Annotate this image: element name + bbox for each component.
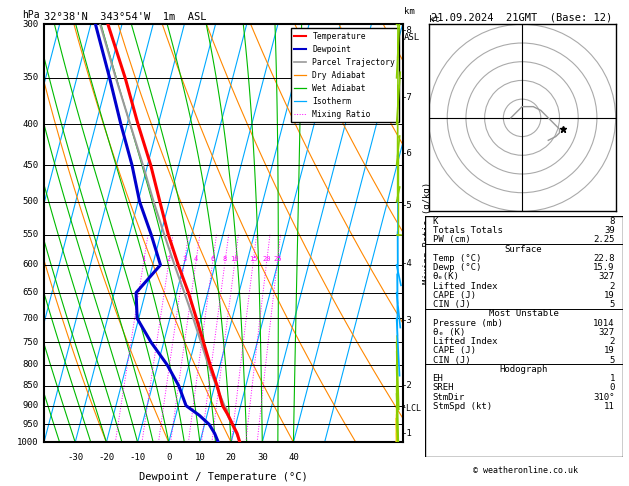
Text: CAPE (J): CAPE (J) bbox=[433, 347, 476, 355]
Text: ¹LCL: ¹LCL bbox=[401, 404, 421, 413]
Text: -3: -3 bbox=[401, 316, 412, 326]
Text: 1: 1 bbox=[610, 374, 615, 383]
Text: Lifted Index: Lifted Index bbox=[433, 337, 497, 346]
Text: -5: -5 bbox=[401, 201, 412, 209]
Text: StmSpd (kt): StmSpd (kt) bbox=[433, 402, 492, 411]
Text: 2: 2 bbox=[610, 281, 615, 291]
Text: PW (cm): PW (cm) bbox=[433, 235, 470, 244]
Text: 550: 550 bbox=[23, 230, 38, 239]
Text: Pressure (mb): Pressure (mb) bbox=[433, 319, 503, 328]
Text: 15: 15 bbox=[249, 256, 257, 262]
Text: -6: -6 bbox=[401, 149, 412, 158]
Text: 25: 25 bbox=[273, 256, 282, 262]
Text: CAPE (J): CAPE (J) bbox=[433, 291, 476, 300]
Text: 40: 40 bbox=[288, 453, 299, 462]
Text: 2.25: 2.25 bbox=[593, 235, 615, 244]
Text: 450: 450 bbox=[23, 160, 38, 170]
Text: 2: 2 bbox=[610, 337, 615, 346]
Text: 15.9: 15.9 bbox=[593, 263, 615, 272]
Text: Dewp (°C): Dewp (°C) bbox=[433, 263, 481, 272]
Text: θₑ(K): θₑ(K) bbox=[433, 272, 459, 281]
Text: 5: 5 bbox=[610, 300, 615, 309]
Text: 20: 20 bbox=[226, 453, 237, 462]
Text: 4: 4 bbox=[194, 256, 198, 262]
Text: 39: 39 bbox=[604, 226, 615, 235]
Text: 2: 2 bbox=[167, 256, 171, 262]
Text: © weatheronline.co.uk: © weatheronline.co.uk bbox=[473, 466, 577, 475]
Text: 310°: 310° bbox=[593, 393, 615, 401]
Text: 3: 3 bbox=[182, 256, 187, 262]
Text: 327: 327 bbox=[599, 272, 615, 281]
Text: 650: 650 bbox=[23, 288, 38, 297]
Text: Dewpoint / Temperature (°C): Dewpoint / Temperature (°C) bbox=[139, 471, 308, 482]
Text: 750: 750 bbox=[23, 338, 38, 347]
Text: 5: 5 bbox=[610, 356, 615, 364]
Text: 19: 19 bbox=[604, 347, 615, 355]
Text: 900: 900 bbox=[23, 401, 38, 410]
Text: 327: 327 bbox=[599, 328, 615, 337]
Text: Temp (°C): Temp (°C) bbox=[433, 254, 481, 263]
Text: CIN (J): CIN (J) bbox=[433, 300, 470, 309]
Text: 1014: 1014 bbox=[593, 319, 615, 328]
Text: 1000: 1000 bbox=[17, 438, 38, 447]
Text: Most Unstable: Most Unstable bbox=[489, 310, 559, 318]
Text: Lifted Index: Lifted Index bbox=[433, 281, 497, 291]
Text: 8: 8 bbox=[610, 217, 615, 226]
Text: 21.09.2024  21GMT  (Base: 12): 21.09.2024 21GMT (Base: 12) bbox=[431, 12, 613, 22]
Text: -8: -8 bbox=[401, 26, 412, 35]
Text: 10: 10 bbox=[194, 453, 205, 462]
Text: -10: -10 bbox=[130, 453, 146, 462]
Text: 350: 350 bbox=[23, 73, 38, 82]
Text: 500: 500 bbox=[23, 197, 38, 206]
Text: Mixing Ratio (g/kg): Mixing Ratio (g/kg) bbox=[423, 182, 432, 284]
Text: 8: 8 bbox=[223, 256, 227, 262]
Text: θₑ (K): θₑ (K) bbox=[433, 328, 465, 337]
Text: 300: 300 bbox=[23, 20, 38, 29]
Text: -1: -1 bbox=[401, 429, 412, 438]
Text: -20: -20 bbox=[98, 453, 114, 462]
Text: 700: 700 bbox=[23, 314, 38, 323]
Text: km: km bbox=[404, 7, 415, 16]
Text: 30: 30 bbox=[257, 453, 268, 462]
Text: 800: 800 bbox=[23, 360, 38, 369]
Text: -30: -30 bbox=[67, 453, 83, 462]
Text: ASL: ASL bbox=[404, 33, 420, 42]
Text: kt: kt bbox=[428, 15, 439, 23]
Text: Totals Totals: Totals Totals bbox=[433, 226, 503, 235]
Text: 850: 850 bbox=[23, 382, 38, 390]
Text: 1: 1 bbox=[142, 256, 146, 262]
Text: Surface: Surface bbox=[505, 244, 542, 254]
Text: Hodograph: Hodograph bbox=[499, 365, 548, 374]
Text: -7: -7 bbox=[401, 93, 412, 102]
Text: 20: 20 bbox=[262, 256, 271, 262]
Text: 6: 6 bbox=[211, 256, 215, 262]
Text: EH: EH bbox=[433, 374, 443, 383]
Text: 600: 600 bbox=[23, 260, 38, 269]
Text: 950: 950 bbox=[23, 420, 38, 429]
Legend: Temperature, Dewpoint, Parcel Trajectory, Dry Adiabat, Wet Adiabat, Isotherm, Mi: Temperature, Dewpoint, Parcel Trajectory… bbox=[291, 28, 399, 122]
Text: -4: -4 bbox=[401, 259, 412, 268]
Text: 22.8: 22.8 bbox=[593, 254, 615, 263]
Text: 400: 400 bbox=[23, 120, 38, 129]
Text: 10: 10 bbox=[231, 256, 239, 262]
Text: CIN (J): CIN (J) bbox=[433, 356, 470, 364]
Text: StmDir: StmDir bbox=[433, 393, 465, 401]
Text: 32°38'N  343°54'W  1m  ASL: 32°38'N 343°54'W 1m ASL bbox=[44, 12, 206, 22]
Text: hPa: hPa bbox=[23, 10, 40, 20]
Text: 11: 11 bbox=[604, 402, 615, 411]
Text: 19: 19 bbox=[604, 291, 615, 300]
Text: 0: 0 bbox=[166, 453, 172, 462]
Text: SREH: SREH bbox=[433, 383, 454, 392]
Text: K: K bbox=[433, 217, 438, 226]
Text: 0: 0 bbox=[610, 383, 615, 392]
Text: -2: -2 bbox=[401, 382, 412, 390]
